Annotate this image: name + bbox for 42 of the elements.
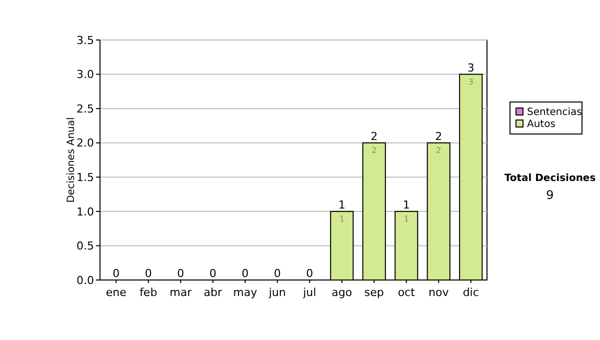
total-label: 0: [242, 267, 249, 280]
x-tick-label: nov: [428, 286, 450, 299]
text: Total Decisiones: [504, 173, 596, 184]
data-label: 2: [436, 146, 442, 155]
x-tick-label: mar: [170, 286, 192, 299]
total-label: 2: [370, 130, 378, 143]
x-tick-label: jun: [268, 286, 286, 299]
x-tick-label: abr: [204, 286, 222, 299]
y-tick-label: 1.0: [76, 205, 94, 218]
x-tick-label: sep: [364, 286, 384, 299]
y-tick-label: 2.0: [76, 136, 94, 150]
y-tick-label: 3.5: [76, 34, 94, 47]
y-tick-label: 1.5: [76, 170, 94, 184]
data-label: 3: [468, 77, 474, 86]
total-label: 2: [435, 130, 442, 143]
y-axis-title: Decisiones Anual: [66, 117, 77, 203]
total-label: 0: [144, 267, 152, 280]
data-label: 1: [404, 214, 409, 224]
y-tick-label: 0.0: [76, 274, 94, 287]
data-label: 1: [339, 214, 344, 224]
data-label: 2: [372, 146, 377, 155]
x-tick-label: ago: [332, 286, 352, 299]
y-tick-label: 0.5: [76, 240, 94, 253]
legend-label: Sentencias: [527, 107, 582, 118]
x-tick-label: ene: [106, 286, 127, 299]
total-label: 0: [274, 267, 281, 280]
x-tick-label: dic: [462, 286, 479, 299]
x-tick-label: may: [233, 286, 258, 299]
total-label: 1: [402, 198, 410, 212]
y-tick-label: 3.0: [76, 68, 94, 82]
total-label: 0: [112, 267, 120, 280]
total-label: 1: [338, 198, 346, 212]
legend-label: Autos: [527, 119, 556, 130]
y-tick-label: 2.5: [76, 102, 94, 116]
x-tick-label: jul: [302, 286, 316, 299]
total-label: 0: [209, 267, 216, 280]
x-tick-label: feb: [140, 286, 158, 299]
total-label: 3: [467, 61, 474, 74]
text: 9: [546, 188, 554, 202]
total-label: 0: [306, 267, 314, 280]
x-tick-label: oct: [398, 286, 416, 299]
total-label: 0: [177, 267, 184, 280]
